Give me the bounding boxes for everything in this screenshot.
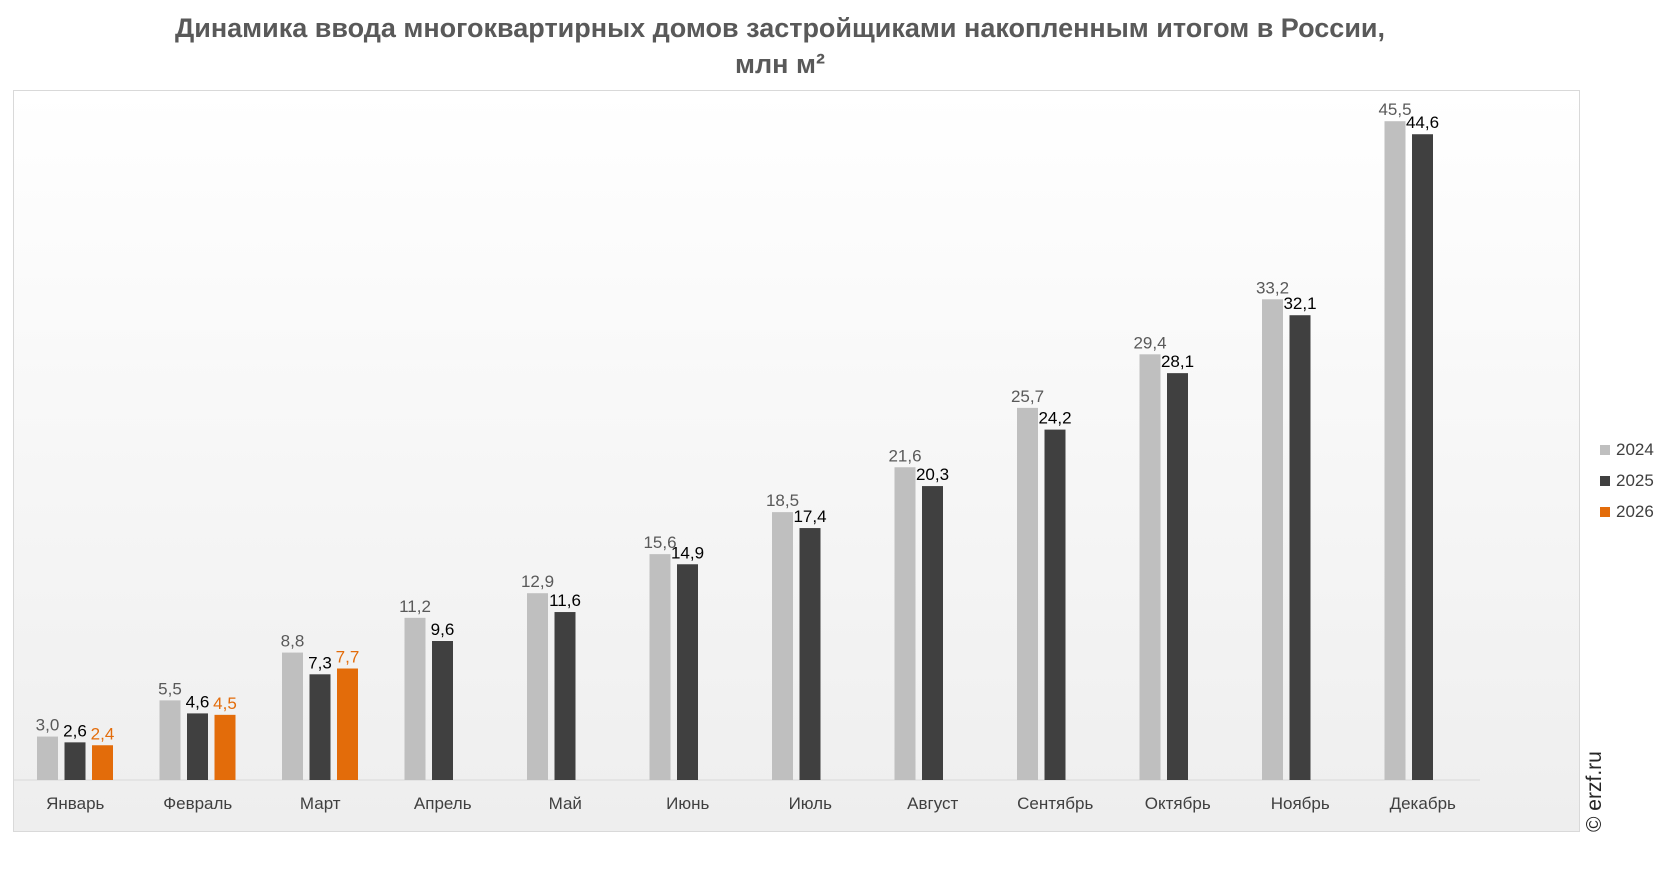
legend-swatch-2026: [1600, 506, 1610, 517]
bar-2024-12: [1384, 121, 1406, 780]
x-tick-label-2: Февраль: [163, 794, 232, 813]
legend-label-2024: 2024: [1616, 439, 1654, 459]
bar-2024-2: [159, 700, 181, 780]
bar-2026-2: [214, 714, 236, 780]
bar-2025-5: [554, 612, 576, 780]
data-label-2024-3: 8,8: [281, 632, 305, 651]
bar-2025-7: [799, 528, 821, 780]
bar-2025-12: [1412, 134, 1433, 780]
x-tick-label-6: Июнь: [666, 794, 709, 813]
data-label-2026-2: 4,5: [213, 694, 237, 713]
legend-item-2024: 2024: [1600, 434, 1654, 465]
plot-area: [13, 90, 1580, 832]
bar-2026-3: [337, 668, 358, 780]
bar-2025-8: [922, 486, 943, 780]
data-label-2024-10: 29,4: [1133, 333, 1166, 352]
bar-2025-10: [1167, 373, 1188, 780]
x-tick-label-8: Август: [907, 794, 958, 813]
x-tick-label-12: Декабрь: [1390, 794, 1456, 813]
bar-2024-8: [894, 467, 916, 780]
x-tick-label-3: Март: [300, 794, 341, 813]
data-label-2024-11: 33,2: [1256, 278, 1289, 297]
x-tick-label-1: Январь: [46, 794, 104, 813]
data-label-2024-2: 5,5: [158, 679, 182, 698]
data-label-2025-1: 2,6: [63, 721, 87, 740]
x-tick-label-10: Октябрь: [1145, 794, 1211, 813]
x-tick-label-11: Ноябрь: [1271, 794, 1330, 813]
legend-swatch-2024: [1600, 444, 1610, 455]
bar-2024-6: [649, 554, 671, 780]
data-label-2024-12: 45,5: [1378, 100, 1411, 119]
data-label-2025-11: 32,1: [1283, 294, 1316, 313]
legend-label-2025: 2025: [1616, 470, 1654, 490]
data-label-2024-5: 12,9: [521, 572, 554, 591]
chart-title: Динамика ввода многоквартирных домов зас…: [174, 13, 1386, 79]
bar-2025-2: [187, 713, 208, 780]
data-label-2024-7: 18,5: [766, 491, 799, 510]
bar-2024-4: [404, 617, 426, 780]
bar-2024-3: [282, 652, 303, 780]
legend-label-2026: 2026: [1616, 501, 1654, 521]
bar-2026-1: [92, 745, 113, 780]
data-label-2024-6: 15,6: [643, 533, 676, 552]
data-label-2025-12: 44,6: [1406, 113, 1439, 132]
data-label-2025-8: 20,3: [916, 465, 949, 484]
data-label-2025-9: 24,2: [1038, 409, 1071, 428]
data-label-2025-10: 28,1: [1161, 352, 1194, 371]
x-tick-label-4: Апрель: [414, 794, 472, 813]
data-label-2024-9: 25,7: [1011, 387, 1044, 406]
data-label-2025-2: 4,6: [186, 692, 210, 711]
bar-2025-9: [1044, 429, 1066, 780]
bar-2024-5: [527, 593, 548, 780]
bar-2024-10: [1139, 354, 1161, 780]
bar-2024-7: [772, 512, 793, 780]
data-label-2024-4: 11,2: [399, 597, 431, 616]
legend-item-2026: 2026: [1600, 496, 1654, 527]
data-label-2026-1: 2,4: [91, 724, 115, 743]
data-label-2026-3: 7,7: [336, 648, 360, 667]
legend: 2024 2025 2026: [1600, 434, 1654, 527]
bar-2025-3: [309, 674, 331, 780]
bar-2024-1: [37, 736, 58, 780]
x-tick-label-5: Май: [549, 794, 582, 813]
x-tick-label-7: Июль: [789, 794, 833, 813]
legend-item-2025: 2025: [1600, 465, 1654, 496]
data-label-2025-5: 11,6: [549, 591, 581, 610]
data-label-2024-1: 3,0: [36, 716, 60, 735]
bar-2025-6: [677, 564, 698, 780]
bar-2024-11: [1262, 299, 1283, 780]
bar-2025-1: [64, 742, 86, 780]
data-label-2025-7: 17,4: [793, 507, 826, 526]
bar-2025-11: [1289, 315, 1311, 780]
bar-2024-9: [1017, 407, 1038, 780]
x-tick-label-9: Сентябрь: [1017, 794, 1093, 813]
data-label-2024-8: 21,6: [888, 446, 921, 465]
data-label-2025-4: 9,6: [431, 620, 455, 639]
legend-swatch-2025: [1600, 475, 1610, 486]
bar-2025-4: [432, 641, 453, 780]
watermark: © erzf.ru: [1583, 751, 1606, 832]
data-label-2025-3: 7,3: [308, 653, 332, 672]
data-label-2025-6: 14,9: [671, 543, 704, 562]
